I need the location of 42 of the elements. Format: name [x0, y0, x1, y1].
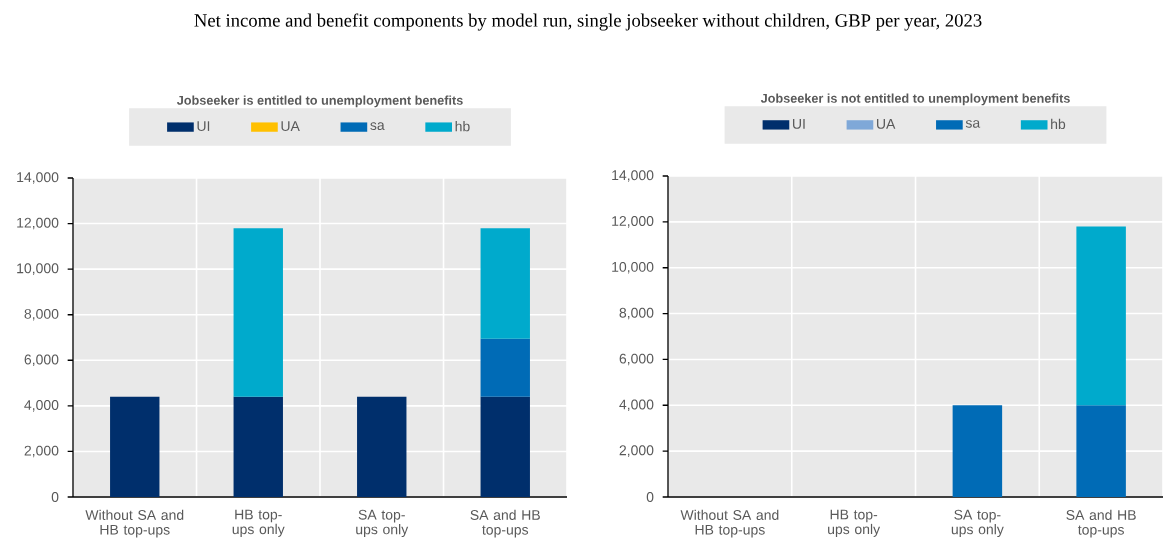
bar [480, 228, 530, 339]
x-tick-label: SA and HB top-ups [1066, 509, 1136, 538]
chart-title: Jobseeker is not entitled to unemployment benefits [760, 93, 1070, 106]
legend-label: hb [455, 121, 470, 132]
y-tick-label: 2,000 [619, 445, 654, 457]
legend-label: UI [793, 119, 805, 129]
chart-title: Jobseeker is entitled to unemployment benefits [176, 95, 463, 108]
y-tick-label: 8,000 [24, 308, 59, 321]
legend-label: UA [877, 119, 896, 129]
y-tick-label: 0 [646, 492, 654, 502]
y-tick-label: 6,000 [24, 354, 59, 367]
legend-label: hb [1051, 118, 1066, 130]
y-tick-label: 8,000 [619, 307, 654, 320]
y-tick-label: 2,000 [24, 445, 59, 458]
y-tick-label: 10,000 [17, 263, 59, 275]
y-tick-label: 6,000 [619, 353, 654, 366]
y-tick-label: 10,000 [612, 261, 654, 274]
bar [233, 228, 283, 397]
legend-label: UI [197, 121, 210, 132]
bar [233, 396, 283, 497]
bar [357, 396, 407, 497]
bar [480, 338, 530, 397]
y-tick-label: 4,000 [24, 400, 59, 412]
legend-label: sa [965, 120, 981, 128]
y-tick-label: 0 [51, 492, 59, 502]
x-tick-label: Without SA and HB top-ups [680, 509, 779, 538]
x-tick-label: HB top-ups only [232, 509, 285, 537]
y-tick-label: 14,000 [612, 170, 654, 182]
y-tick-label: 12,000 [612, 216, 654, 228]
x-tick-label: SA top-ups only [951, 509, 1004, 538]
x-tick-label: SA top-ups only [356, 509, 409, 538]
y-tick-label: 4,000 [619, 399, 654, 412]
y-tick-label: 12,000 [17, 217, 59, 230]
legend-label: UA [281, 121, 300, 132]
legend-label: sa [370, 122, 385, 131]
x-tick-label: SA and HB top-ups [470, 509, 540, 538]
y-tick-label: 14,000 [17, 172, 59, 184]
text: Net income and benefit components by model run, single jobseeker without children, GBP per year, 2023 [194, 13, 982, 31]
x-tick-label: Without SA and HB top-ups [85, 509, 184, 538]
x-tick-label: HB top-ups only [828, 509, 881, 537]
bar [480, 396, 530, 497]
bar [110, 396, 160, 497]
